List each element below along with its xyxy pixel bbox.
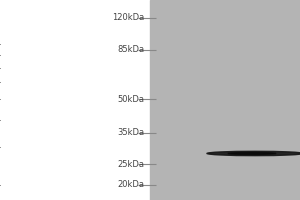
Text: 50kDa: 50kDa: [117, 95, 144, 104]
Text: 20kDa: 20kDa: [117, 180, 144, 189]
Text: 120kDa: 120kDa: [112, 13, 144, 22]
Text: 25kDa: 25kDa: [117, 160, 144, 169]
Text: 35kDa: 35kDa: [117, 128, 144, 137]
Ellipse shape: [207, 151, 300, 156]
Bar: [150, 0, 300, 200]
Ellipse shape: [228, 152, 276, 154]
Text: 85kDa: 85kDa: [117, 45, 144, 54]
